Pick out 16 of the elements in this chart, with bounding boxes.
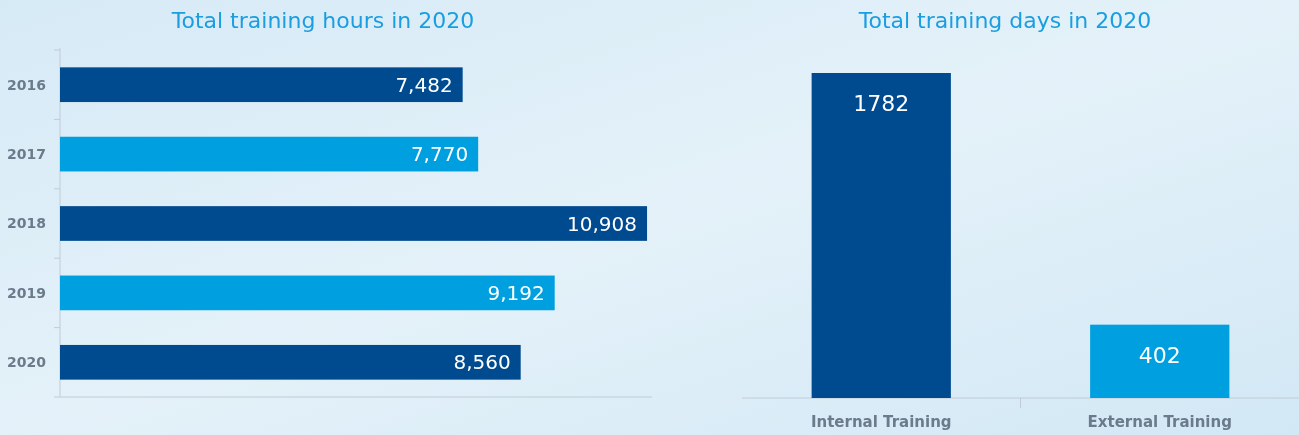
y-tick-label: 2019 — [7, 284, 46, 301]
chart-title: Total training hours in 2020 — [170, 8, 475, 33]
y-tick-label: 2017 — [7, 146, 46, 162]
x-tick-label: External Training — [1087, 413, 1232, 431]
chart-title: Total training days in 2020 — [857, 8, 1152, 33]
y-tick-label: 2016 — [7, 76, 46, 93]
data-label: 7,482 — [395, 72, 453, 97]
data-label: 1782 — [853, 91, 910, 116]
data-label: 7,770 — [410, 142, 469, 167]
y-tick-label: 2018 — [7, 215, 46, 232]
y-tick-label: 2020 — [7, 354, 47, 371]
data-label: 10,908 — [567, 211, 638, 236]
data-label: 9,192 — [487, 280, 545, 305]
data-label: 8,560 — [453, 350, 511, 375]
x-tick-label: Internal Training — [810, 413, 952, 431]
data-label: 402 — [1138, 342, 1181, 368]
